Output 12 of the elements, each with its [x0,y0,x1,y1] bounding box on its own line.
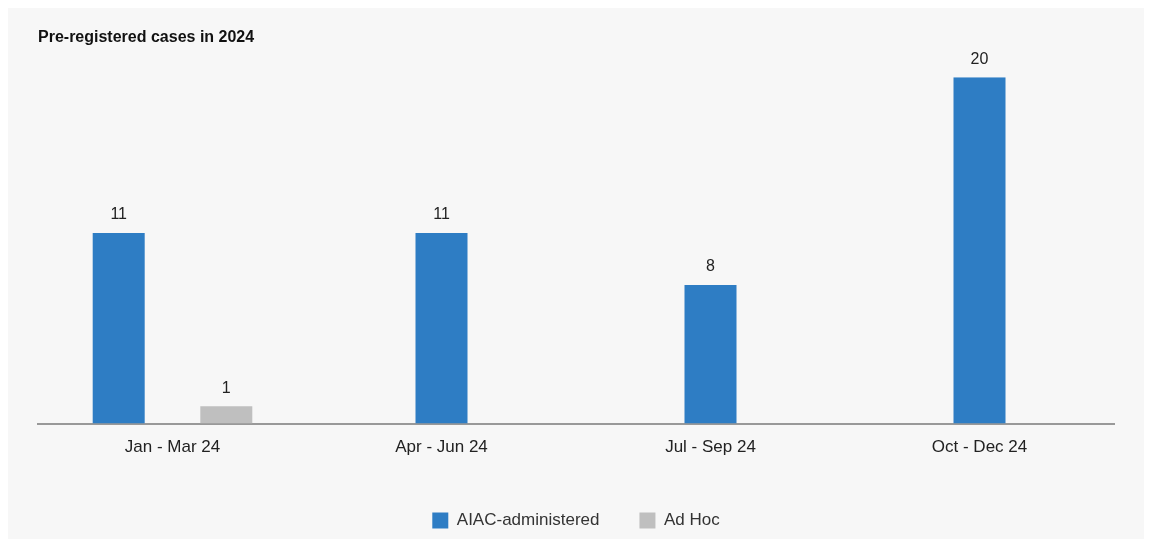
data-label: 8 [706,257,716,275]
x-tick-label: Apr - Jun 24 [395,437,488,457]
chart-title: Pre-registered cases in 2024 [38,28,255,46]
data-label: 11 [433,205,450,223]
x-tick-label: Oct - Dec 24 [931,437,1028,457]
x-tick-label: Jan - Mar 24 [124,437,221,457]
x-tick-label: Jul - Sep 24 [665,437,756,457]
legend-label: AIAC-administered [456,510,600,530]
data-label: 20 [970,49,989,67]
data-label: 11 [110,205,128,223]
legend-label: Ad Hoc [663,510,721,530]
data-label: 1 [221,378,231,396]
